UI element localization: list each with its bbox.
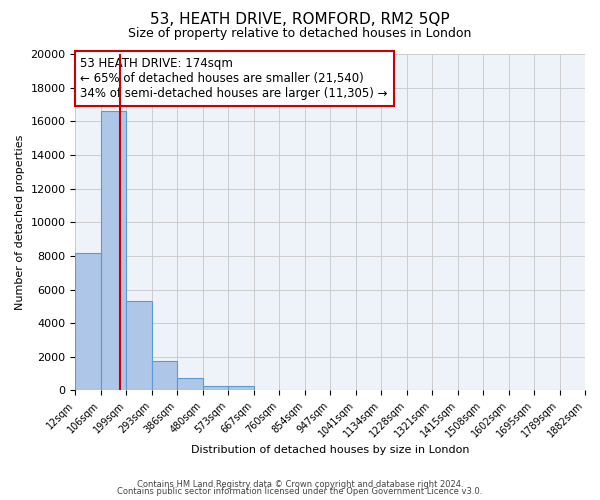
Bar [152,361,178,390]
Bar [127,302,152,390]
Bar [203,386,228,390]
Text: 53 HEATH DRIVE: 174sqm
← 65% of detached houses are smaller (21,540)
34% of semi: 53 HEATH DRIVE: 174sqm ← 65% of detached… [80,58,388,100]
Text: Contains public sector information licensed under the Open Government Licence v3: Contains public sector information licen… [118,487,482,496]
Text: Contains HM Land Registry data © Crown copyright and database right 2024.: Contains HM Land Registry data © Crown c… [137,480,463,489]
Bar [101,111,127,390]
Text: 53, HEATH DRIVE, ROMFORD, RM2 5QP: 53, HEATH DRIVE, ROMFORD, RM2 5QP [150,12,450,28]
Text: Size of property relative to detached houses in London: Size of property relative to detached ho… [128,28,472,40]
X-axis label: Distribution of detached houses by size in London: Distribution of detached houses by size … [191,445,469,455]
Y-axis label: Number of detached properties: Number of detached properties [15,134,25,310]
Bar [228,386,254,390]
Bar [76,254,101,390]
Bar [178,378,203,390]
